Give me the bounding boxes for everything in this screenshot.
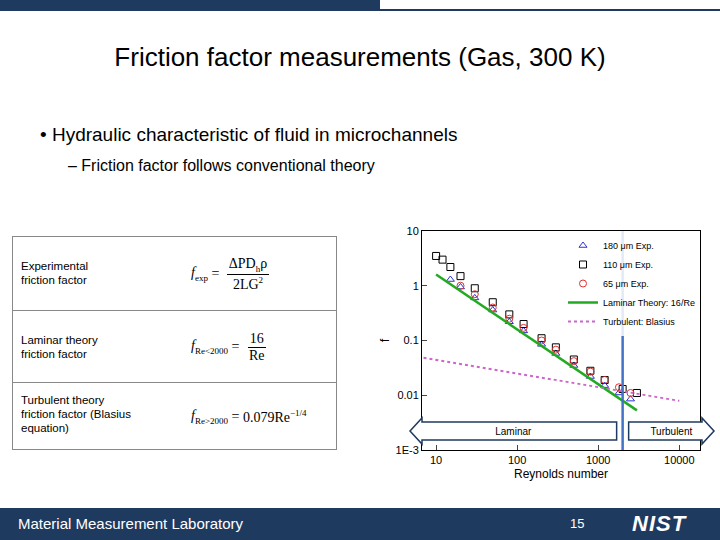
svg-text:1000: 1000	[586, 454, 610, 466]
svg-text:1E-3: 1E-3	[396, 444, 419, 456]
html-text:Material Measurement Laborator: Material Measurement Laboratory	[18, 515, 244, 532]
svg-text:0.01: 0.01	[397, 389, 418, 401]
html-text:ΔPDhρ: ΔPDhρ	[228, 255, 268, 274]
svg-text:180 μm Exp.: 180 μm Exp.	[603, 241, 654, 251]
html-text:Experimental friction factor: Experimental friction factor	[21, 260, 89, 286]
html-text:NIST: NIST	[632, 511, 687, 536]
html-text:fRe>2000= 0.079Re−1/4: fRe>2000= 0.079Re−1/4	[191, 408, 307, 426]
svg-text:10: 10	[430, 454, 442, 466]
svg-text:Laminar: Laminar	[495, 426, 532, 437]
html-text:Laminar theory friction factor: Laminar theory friction factor	[21, 334, 98, 360]
html-text:Friction factor measurements (: Friction factor measurements (Gas, 300 K…	[114, 42, 606, 72]
html-text:fexp=: fexp=	[191, 265, 223, 283]
svg-text:Reynolds number: Reynolds number	[514, 467, 608, 481]
html-text:15: 15	[570, 516, 585, 531]
html-text:Re: Re	[248, 347, 265, 363]
svg-text:10000: 10000	[664, 454, 695, 466]
svg-text:f: f	[377, 338, 392, 342]
svg-text:10: 10	[407, 225, 419, 237]
svg-text:Laminar Theory: 16/Re: Laminar Theory: 16/Re	[603, 298, 695, 308]
svg-text:1: 1	[413, 280, 419, 292]
html-text:16: 16	[249, 330, 264, 346]
html-text:fRe<2000=: fRe<2000=	[191, 338, 243, 356]
svg-text:Turbulent: Blasius: Turbulent: Blasius	[603, 317, 675, 327]
html-text:Turbulent theory friction fact: Turbulent theory friction factor (Blasiu…	[21, 394, 131, 434]
html-text:– Friction factor follows conv: – Friction factor follows conventional t…	[68, 157, 375, 174]
html-text:• Hydraulic characteristic of: • Hydraulic characteristic of fluid in m…	[40, 124, 458, 145]
svg-text:Turbulent: Turbulent	[650, 426, 692, 437]
html-text:2LG2: 2LG2	[232, 274, 264, 292]
svg-text:100: 100	[508, 454, 526, 466]
svg-text:0.1: 0.1	[404, 334, 419, 346]
svg-text:65 μm Exp.: 65 μm Exp.	[603, 279, 649, 289]
svg-text:110 μm Exp.: 110 μm Exp.	[603, 260, 653, 270]
